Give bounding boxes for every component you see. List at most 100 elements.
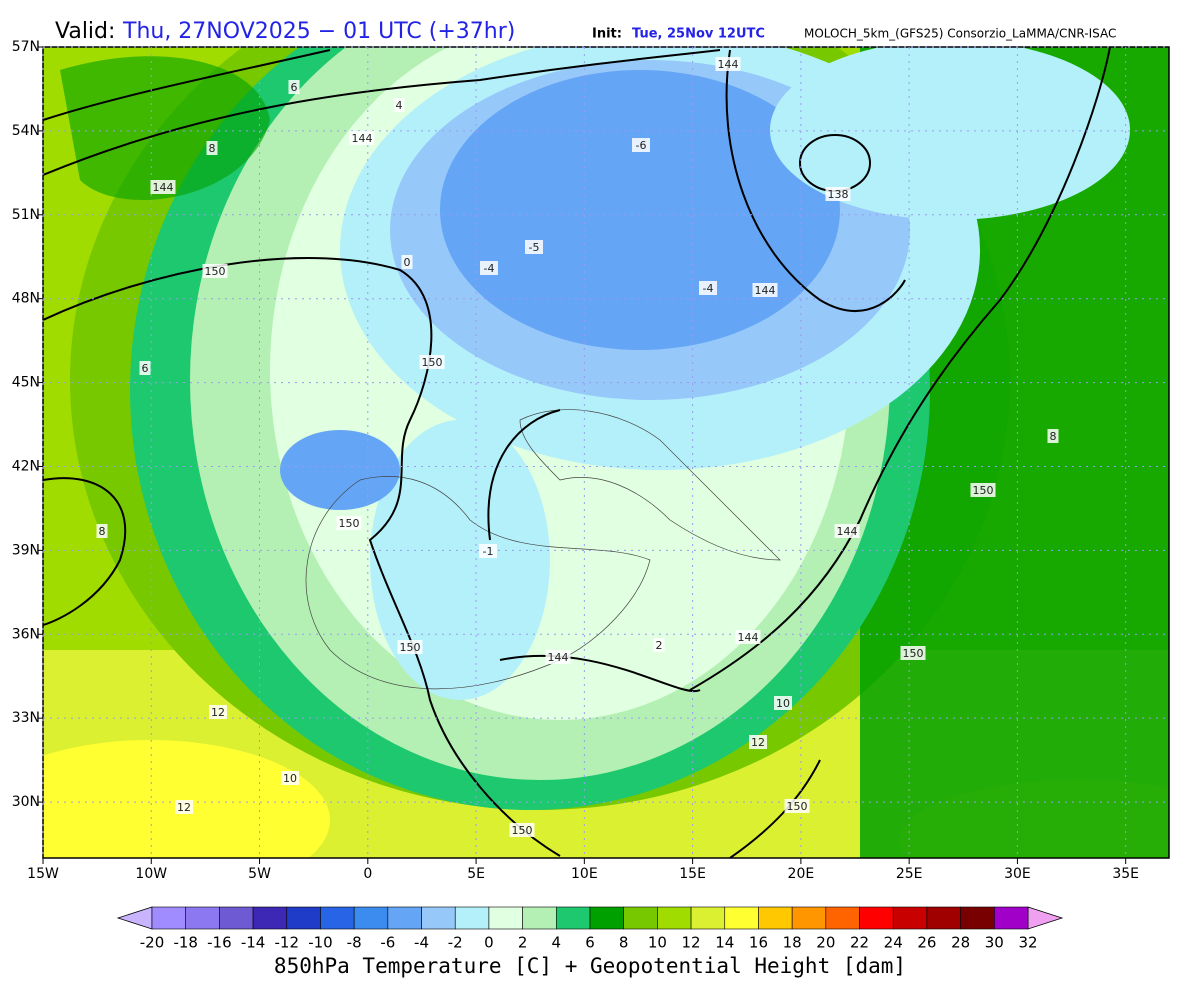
y-tick-label: 39N <box>12 542 40 558</box>
temperature-label: 2 <box>656 639 663 652</box>
colorbar-box <box>724 906 759 930</box>
x-tick-label: 15E <box>679 866 706 882</box>
colorbar-tick-label: -12 <box>275 934 300 952</box>
y-tick-label: 51N <box>12 207 40 223</box>
temperature-label-box <box>175 800 193 814</box>
temperature-label-box <box>632 138 650 152</box>
x-tick-label: 30E <box>1004 866 1031 882</box>
colorbar-box <box>690 906 726 930</box>
colorbar-box <box>151 906 186 930</box>
height-label-box <box>970 483 996 497</box>
y-tick-label: 45N <box>12 375 40 391</box>
height-label: 138 <box>828 188 849 201</box>
x-tick-label: 15W <box>27 866 59 882</box>
temperature-label: -4 <box>484 262 495 275</box>
colorbar-box <box>892 906 928 930</box>
colorbar-box <box>859 906 894 930</box>
y-tick-label: 48N <box>12 291 40 307</box>
colorbar-tick-label: 32 <box>1018 934 1037 952</box>
colorbar-under <box>116 906 153 930</box>
colorbar-tick-label: 6 <box>585 934 595 952</box>
temperature-label-box <box>699 281 717 295</box>
colorbar-box <box>185 906 220 930</box>
temperature-label-box <box>209 705 227 719</box>
colorbar-box <box>353 906 389 930</box>
y-tick-label: 33N <box>12 710 40 726</box>
model-name: MOLOCH_5km_(GFS25) Consorzio_LaMMA/CNR-I… <box>804 27 1116 41</box>
height-label-box <box>336 516 362 530</box>
temperature-label-box <box>393 98 405 112</box>
colorbar-tick-label: 24 <box>884 934 903 952</box>
colorbar-box <box>454 906 490 930</box>
temperature-label-box <box>480 261 498 275</box>
colorbar-box <box>758 906 793 930</box>
temperature-label: 8 <box>99 525 106 538</box>
init-prefix: Init: <box>592 27 622 42</box>
colorbar-box <box>286 906 321 930</box>
y-tick-label: 30N <box>12 794 40 810</box>
height-label-box <box>202 264 228 278</box>
temperature-label: 10 <box>283 772 297 785</box>
colorbar-box <box>926 906 961 930</box>
height-label-box <box>715 57 741 71</box>
colorbar-tick-label: 4 <box>552 934 562 952</box>
height-label: 144 <box>718 58 739 71</box>
colorbar-box <box>556 906 591 930</box>
temperature-label: 8 <box>1050 430 1057 443</box>
valid-prefix: Valid: <box>55 19 115 44</box>
height-label: 144 <box>738 631 759 644</box>
colorbar-tick-label: 22 <box>850 934 869 952</box>
colorbar-tick-label: -4 <box>414 934 429 952</box>
colorbar-box <box>252 906 288 930</box>
colorbar-tick-label: 30 <box>985 934 1004 952</box>
colorbar-box <box>522 906 557 930</box>
height-label: 144 <box>837 525 858 538</box>
colorbar-tick-label: 12 <box>682 934 701 952</box>
x-tick-label: 0 <box>363 866 372 882</box>
height-label: 144 <box>548 651 569 664</box>
height-label-box <box>150 180 176 194</box>
x-tick-label: 10W <box>135 866 167 882</box>
temperature-label-box <box>206 141 218 155</box>
height-label: 150 <box>339 517 360 530</box>
colorbar-box <box>320 906 355 930</box>
height-label: 150 <box>205 265 226 278</box>
colorbar-box <box>657 906 692 930</box>
y-tick-label: 57N <box>12 39 40 55</box>
valid-time: Thu, 27NOV2025 − 01 UTC (+37hr) <box>122 19 515 44</box>
temperature-label-box <box>1047 429 1059 443</box>
colorbar-label: 850hPa Temperature [C] + Geopotential He… <box>274 954 906 978</box>
height-label-box <box>825 187 851 201</box>
colorbar-tick-label: 16 <box>749 934 768 952</box>
temperature-label-box <box>96 524 108 538</box>
colorbar-box <box>488 906 523 930</box>
colorbar-tick-label: 8 <box>619 934 629 952</box>
x-tick-label: 20E <box>788 866 815 882</box>
height-label: 150 <box>973 484 994 497</box>
colorbar-tick-label: 20 <box>816 934 835 952</box>
x-tick-label: 35E <box>1112 866 1139 882</box>
colorbar-tick-label: -18 <box>173 934 198 952</box>
temperature-label-box <box>139 361 151 375</box>
height-label: 150 <box>512 824 533 837</box>
colorbar-tick-label: 26 <box>917 934 936 952</box>
x-tick-label: 25E <box>896 866 923 882</box>
temperature-label: -5 <box>529 241 540 254</box>
colorbar-tick-label: -6 <box>380 934 395 952</box>
height-label-box <box>900 646 926 660</box>
temperature-label: 12 <box>177 801 191 814</box>
colorbar-tick-label: -14 <box>241 934 266 952</box>
temperature-label: -6 <box>636 139 647 152</box>
height-label: 150 <box>400 641 421 654</box>
init-time: Tue, 25Nov 12UTC <box>632 27 765 42</box>
colorbar-box <box>421 906 456 930</box>
height-label: 144 <box>352 132 373 145</box>
height-label-box <box>419 355 445 369</box>
temperature-label: 12 <box>211 706 225 719</box>
x-tick-label: 5E <box>467 866 485 882</box>
map-frame <box>42 46 1170 859</box>
colorbar-tick-label: -16 <box>207 934 232 952</box>
map-fields <box>43 47 1169 858</box>
height-label-box <box>545 650 571 664</box>
